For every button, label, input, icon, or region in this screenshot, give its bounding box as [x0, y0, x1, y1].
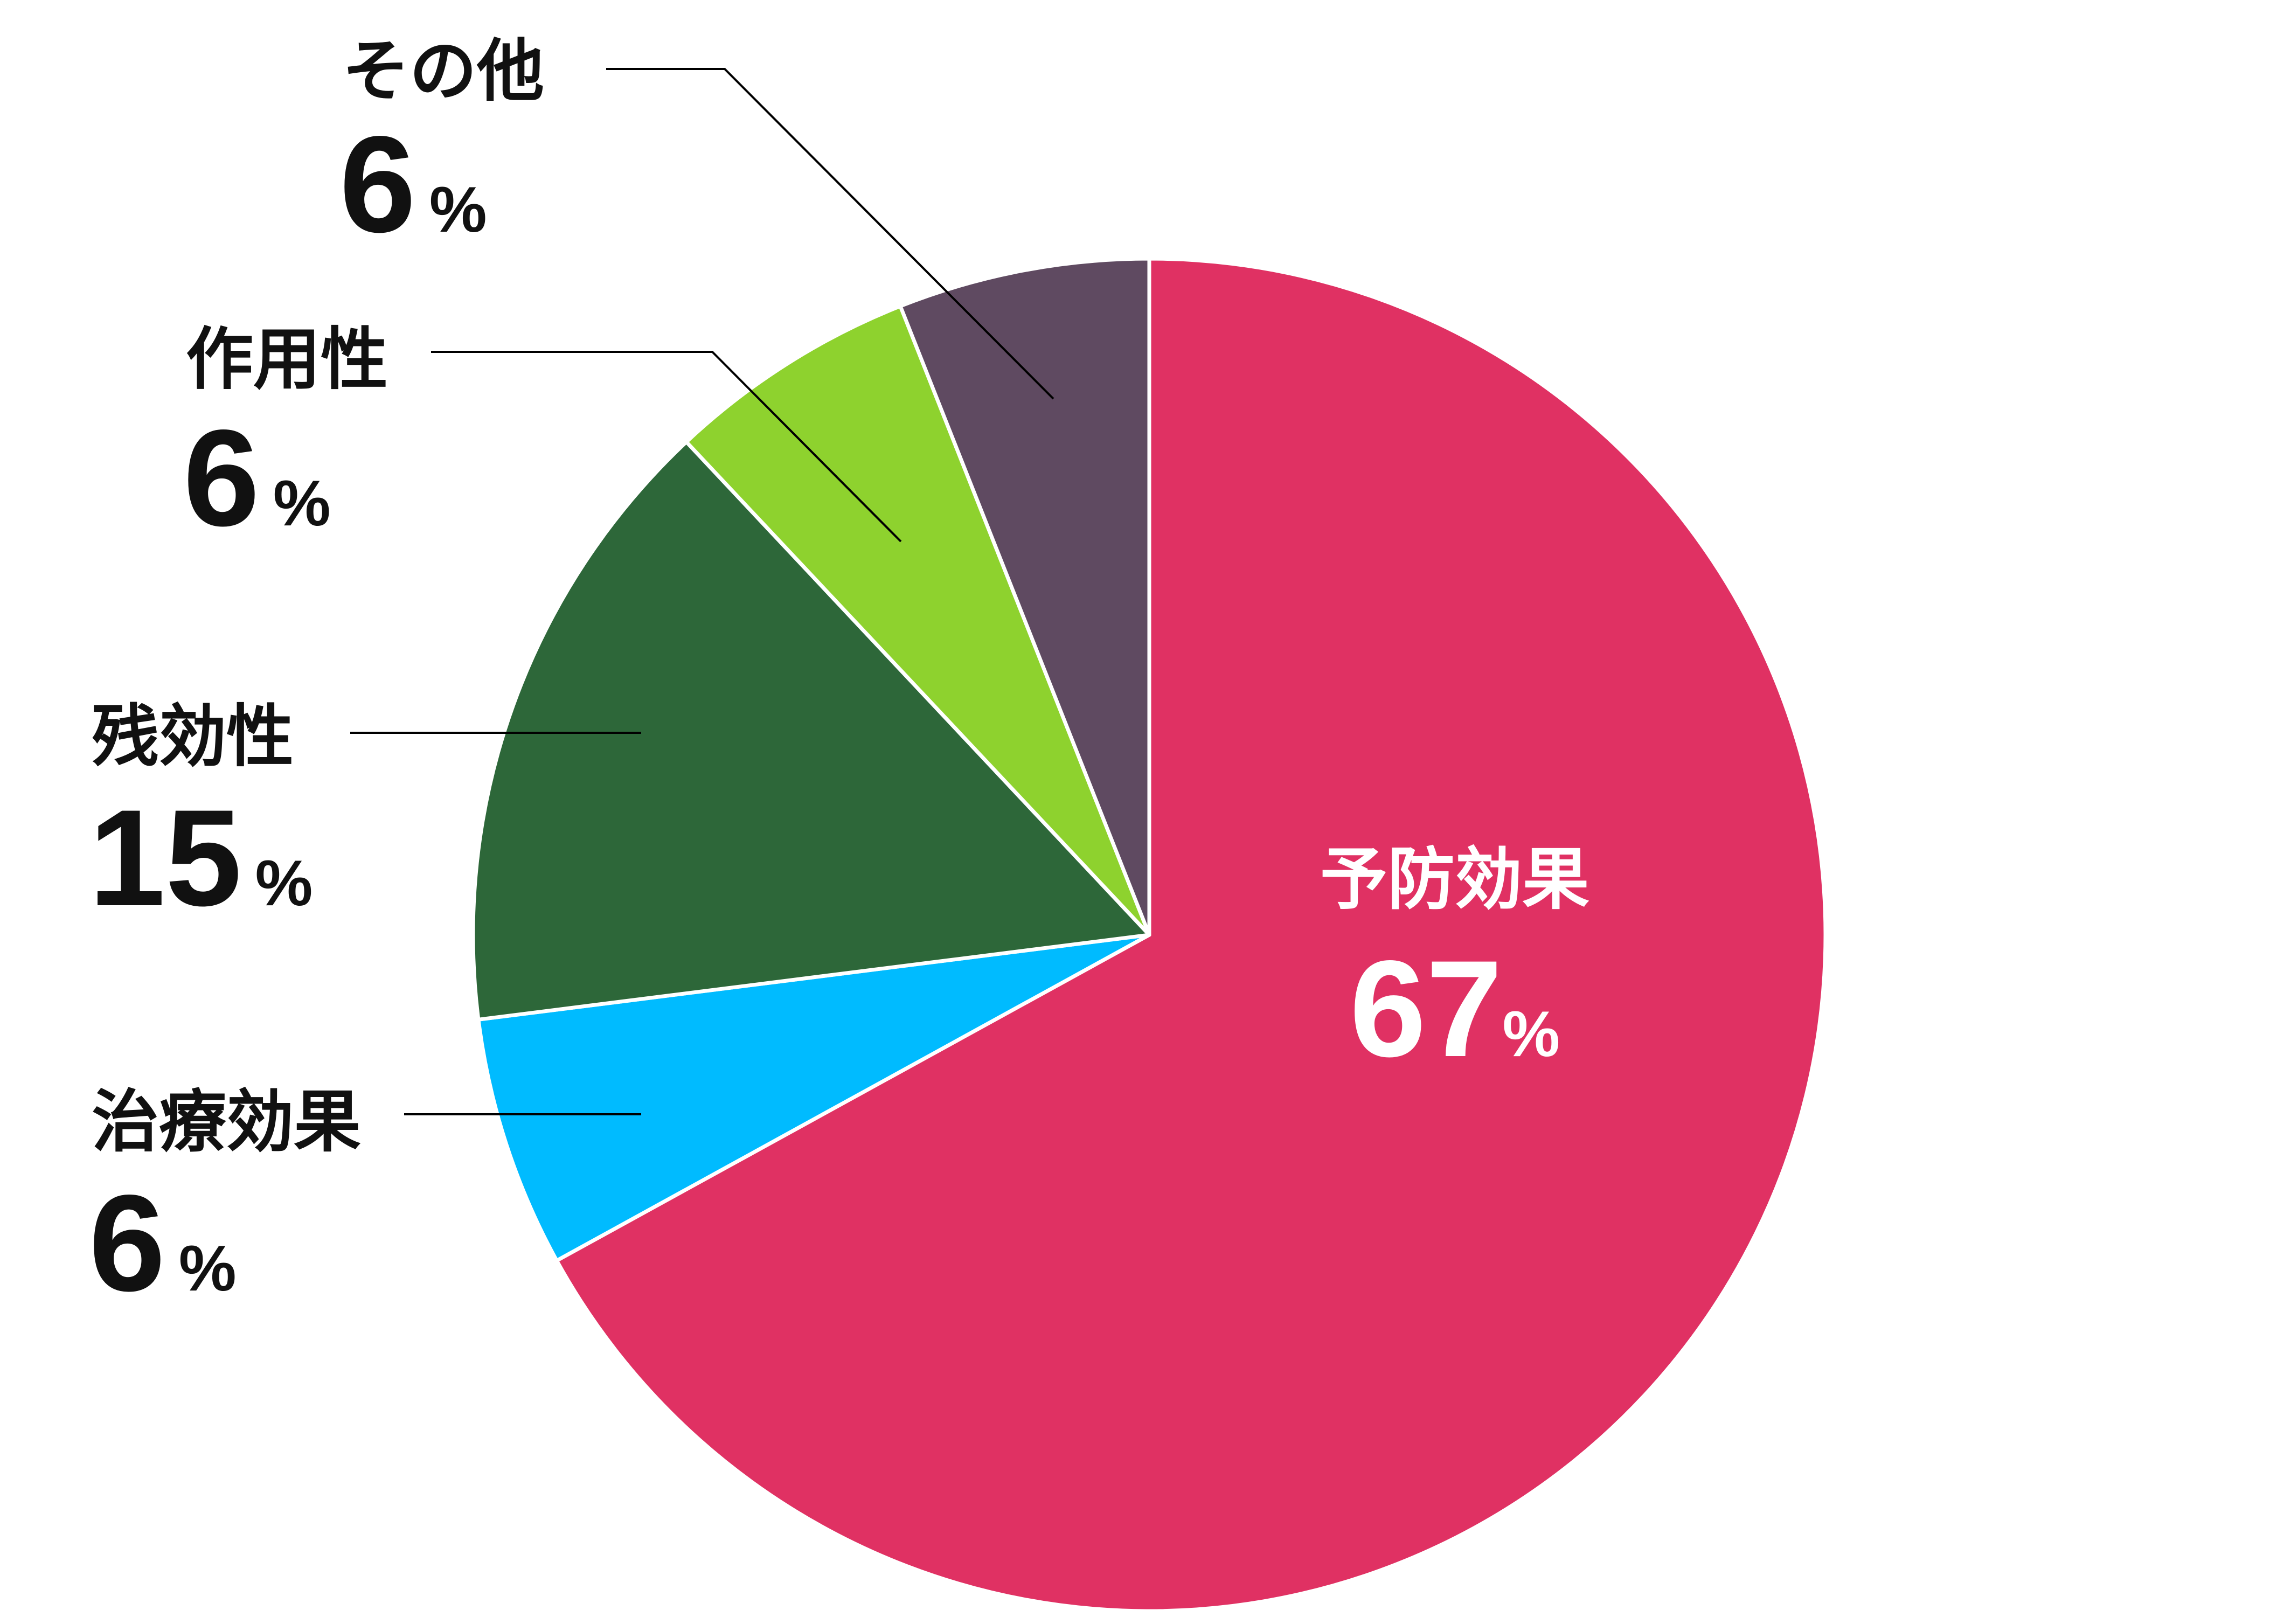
- slice-value-number-sayousei: 6: [183, 401, 260, 555]
- slice-label-group-chiryou-kouka: 治療効果 6%: [89, 1083, 361, 1320]
- slice-label-group-yobou-kouka: 予防効果 67%: [1320, 841, 1589, 1086]
- slice-value-unit-sonota: %: [429, 173, 487, 246]
- slice-value-sayousei: 6%: [183, 401, 331, 555]
- pie-slice-chiryou-kouka: [476, 933, 1151, 1263]
- slice-label-group-sayousei: 作用性 6%: [183, 321, 388, 555]
- slice-label-zankousei: 残効性: [92, 698, 294, 776]
- slice-label-sonota: その他: [342, 32, 544, 110]
- pie-slice-sonota: [898, 256, 1151, 937]
- slice-value-number-chiryou-kouka: 6: [89, 1167, 165, 1320]
- slice-value-number-zankousei: 15: [89, 781, 242, 935]
- slice-value-number-yobou-kouka: 67: [1350, 932, 1503, 1086]
- slice-value-number-sonota: 6: [339, 108, 416, 261]
- slice-value-unit-sayousei: %: [273, 467, 331, 539]
- slice-label-group-zankousei: 残効性 15%: [89, 698, 313, 935]
- leader-lines: [350, 68, 1054, 1115]
- slice-label-yobou-kouka: 予防効果: [1320, 841, 1589, 919]
- pie-slice-zankousei: [471, 440, 1151, 1022]
- leader-line-sayousei: [431, 351, 902, 543]
- slice-value-unit-zankousei: %: [255, 847, 313, 919]
- pie-slice-yobou-kouka: [554, 256, 1828, 1613]
- slice-value-unit-yobou-kouka: %: [1502, 998, 1560, 1070]
- leader-line-sonota: [606, 68, 1054, 400]
- slice-value-sonota: 6%: [339, 108, 487, 261]
- pie-slices: [471, 256, 1828, 1613]
- slice-value-yobou-kouka: 67%: [1350, 932, 1560, 1086]
- slice-label-sayousei: 作用性: [186, 321, 388, 399]
- slice-value-chiryou-kouka: 6%: [89, 1167, 237, 1320]
- slice-labels: 予防効果 67% 治療効果 6% 残効性 15% 作用性 6% その他: [89, 32, 1589, 1320]
- slice-value-unit-chiryou-kouka: %: [179, 1232, 237, 1304]
- slice-label-chiryou-kouka: 治療効果: [92, 1083, 361, 1161]
- pie-slice-sayousei: [684, 304, 1151, 937]
- slice-value-zankousei: 15%: [89, 781, 313, 935]
- slice-label-group-sonota: その他 6%: [339, 32, 544, 261]
